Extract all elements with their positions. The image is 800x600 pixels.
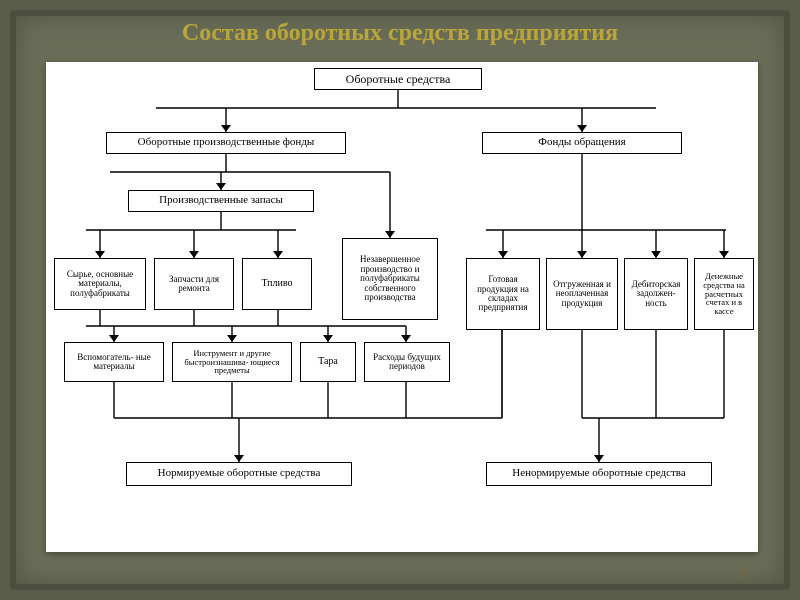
arrowhead: [227, 335, 237, 342]
arrowhead: [385, 231, 395, 238]
node-raw: Сырье, основные материалы, полуфабрикаты: [54, 258, 146, 310]
node-tool: Инструмент и другие быстроизнашива- ющие…: [172, 342, 292, 382]
node-spare: Запчасти для ремонта: [154, 258, 234, 310]
arrowhead: [216, 183, 226, 190]
arrowhead: [577, 251, 587, 258]
node-opf: Оборотные производственные фонды: [106, 132, 346, 154]
arrowhead: [577, 125, 587, 132]
node-ship: Отгруженная и неоплаченная продукция: [546, 258, 618, 330]
arrowhead: [323, 335, 333, 342]
edge-0: [156, 90, 656, 132]
node-ready: Готовая продукция на складах предприятия: [466, 258, 540, 330]
arrowhead: [109, 335, 119, 342]
node-np: Незавершенное производство и полуфабрика…: [342, 238, 438, 320]
diagram-canvas: Оборотные средства Оборотные производстве…: [46, 62, 758, 552]
edge-2: [86, 212, 296, 258]
node-pz: Производственные запасы: [128, 190, 314, 212]
node-norm: Нормируемые оборотные средства: [126, 462, 352, 486]
arrowhead: [234, 455, 244, 462]
node-fo: Фонды обращения: [482, 132, 682, 154]
arrowhead: [221, 125, 231, 132]
arrowhead: [401, 335, 411, 342]
node-aux: Вспомогатель- ные материалы: [64, 342, 164, 382]
node-cash: Денежные средства на расчетных счетах и …: [694, 258, 754, 330]
page-number: 3: [739, 565, 747, 582]
arrowhead: [651, 251, 661, 258]
edge-4: [486, 154, 726, 258]
arrowhead: [95, 251, 105, 258]
arrowhead: [189, 251, 199, 258]
arrowhead: [719, 251, 729, 258]
node-def: Расходы будущих периодов: [364, 342, 450, 382]
arrowhead: [273, 251, 283, 258]
arrowhead: [498, 251, 508, 258]
node-fuel: Тпливо: [242, 258, 312, 310]
node-tare: Тара: [300, 342, 356, 382]
node-nnorm: Ненормируемые оборотные средства: [486, 462, 712, 486]
arrowhead: [594, 455, 604, 462]
slide-root: Состав оборотных средств предприятия Обо…: [0, 0, 800, 600]
edge-7: [582, 330, 724, 462]
node-deb: Дебиторская задолжен- ность: [624, 258, 688, 330]
slide-title: Состав оборотных средств предприятия: [0, 20, 800, 47]
node-root: Оборотные средства: [314, 68, 482, 90]
